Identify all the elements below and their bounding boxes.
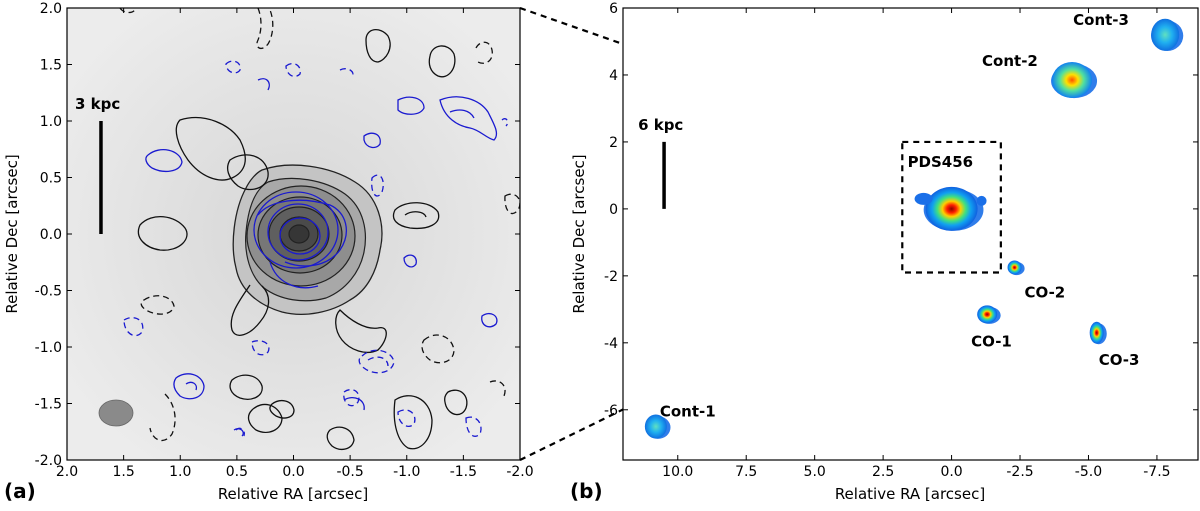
panel-b-xlabel: Relative RA [arcsec] (835, 485, 985, 503)
zoom-box (901, 140, 1002, 274)
panel-b-sources (644, 18, 1184, 439)
panel-b-xtick-label: 0.0 (940, 464, 962, 480)
panel-b-xtick-label: -2.5 (1006, 464, 1033, 480)
panel-b: 10.0 7.5 5.0 2.5 0.0 -2.5 -5.0 -7.5 -6 -4 -2 0 2 4 6 6… (570, 1, 1199, 503)
panel-a-contours (98, 8, 520, 451)
source-label-co-3: CO-3 (1099, 351, 1140, 369)
source-label-cont-1: Cont-1 (660, 403, 716, 421)
panel-a-ytick-label: -1.0 (35, 340, 62, 356)
blue-solid-contours (145, 78, 498, 437)
panel-b-ytick-label: 6 (609, 1, 618, 17)
panel-a-xtick-label: 1.0 (169, 464, 191, 480)
panel-b-ytick-label: -2 (604, 269, 618, 285)
panel-a-scalebar-label: 3 kpc (75, 95, 120, 113)
source-pds456 (925, 186, 978, 231)
panel-b-scalebar-label: 6 kpc (638, 116, 683, 134)
panel-a-xtick-label: -1.0 (393, 464, 420, 480)
panel-b-axes-frame (622, 7, 1199, 461)
beam-ellipse (98, 399, 134, 427)
panel-a-xtick-label: -1.5 (450, 464, 477, 480)
source-cont-2 (1052, 61, 1093, 98)
panel-b-background (623, 8, 1198, 460)
source-label-pds456: PDS456 (908, 153, 974, 171)
source-co-3 (1089, 321, 1104, 344)
panel-b-xtick-label: 7.5 (735, 464, 757, 480)
panel-a-ytick-label: -2.0 (35, 453, 62, 469)
panel-b-ytick-label: 0 (609, 202, 618, 218)
panel-b-ytick-label: -4 (604, 336, 618, 352)
source-cont-1 (644, 414, 667, 439)
source-co-1 (977, 305, 998, 324)
black-solid-contours (137, 29, 468, 451)
source-label-co-2: CO-2 (1025, 283, 1066, 301)
blue-dashed-contours (123, 60, 509, 437)
panel-a-xlabel: Relative RA [arcsec] (218, 485, 368, 503)
panel-b-ylabel: Relative Dec [arcsec] (570, 154, 588, 313)
panel-a-xtick-label: -2.0 (506, 464, 533, 480)
panel-a-ytick-label: -0.5 (35, 284, 62, 300)
source-co-2 (1007, 260, 1022, 275)
panel-b-ytick-label: -6 (604, 403, 618, 419)
source-label-co-1: CO-1 (971, 332, 1012, 350)
panel-b-ticks: 10.0 7.5 5.0 2.5 0.0 -2.5 -5.0 -7.5 -6 -4 -2 0 2 4 6 (604, 1, 1198, 480)
panel-a: 2.0 1.5 1.0 0.5 0.0 -0.5 -1.0 -1.5 -2.0 -2.0 -1.5 -… (3, 1, 534, 503)
panel-b-xtick-label: 10.0 (662, 464, 693, 480)
panel-a-xtick-label: 1.5 (112, 464, 134, 480)
pds456-blob-east (976, 195, 987, 206)
pds456-blob-west (914, 192, 933, 205)
panel-b-xtick-label: 2.5 (872, 464, 894, 480)
panel-b-ytick-label: 4 (609, 68, 618, 84)
panel-a-ytick-label: 0.0 (40, 227, 62, 243)
panel-b-xtick-label: -5.0 (1075, 464, 1102, 480)
panel-a-ylabel: Relative Dec [arcsec] (3, 154, 21, 313)
black-dashed-contours (119, 8, 520, 442)
panel-a-xtick-label: 2.0 (56, 464, 78, 480)
source-label-cont-2: Cont-2 (982, 52, 1038, 70)
panel-a-ticks: 2.0 1.5 1.0 0.5 0.0 -0.5 -1.0 -1.5 -2.0 -2.0 -1.5 -… (35, 1, 534, 480)
panel-b-ytick-label: 2 (609, 135, 618, 151)
panel-b-label: (b) (570, 479, 603, 503)
panel-a-ytick-label: 1.5 (40, 58, 62, 74)
panel-a-xtick-label: -0.5 (336, 464, 363, 480)
core-contour-7 (288, 224, 310, 244)
source-label-cont-3: Cont-3 (1073, 11, 1129, 29)
panel-a-xtick-label: 0.0 (282, 464, 304, 480)
panel-b-xtick-label: -7.5 (1143, 464, 1170, 480)
core-blue-contours (253, 191, 347, 289)
panel-a-xtick-label: 0.5 (226, 464, 248, 480)
panel-a-ytick-label: 2.0 (40, 1, 62, 17)
panel-a-ytick-label: 1.0 (40, 114, 62, 130)
panel-b-xtick-label: 5.0 (804, 464, 826, 480)
source-cont-3 (1151, 18, 1180, 51)
panel-a-ytick-label: -1.5 (35, 397, 62, 413)
panel-a-ytick-label: 0.5 (40, 171, 62, 187)
panel-a-label: (a) (4, 479, 36, 503)
